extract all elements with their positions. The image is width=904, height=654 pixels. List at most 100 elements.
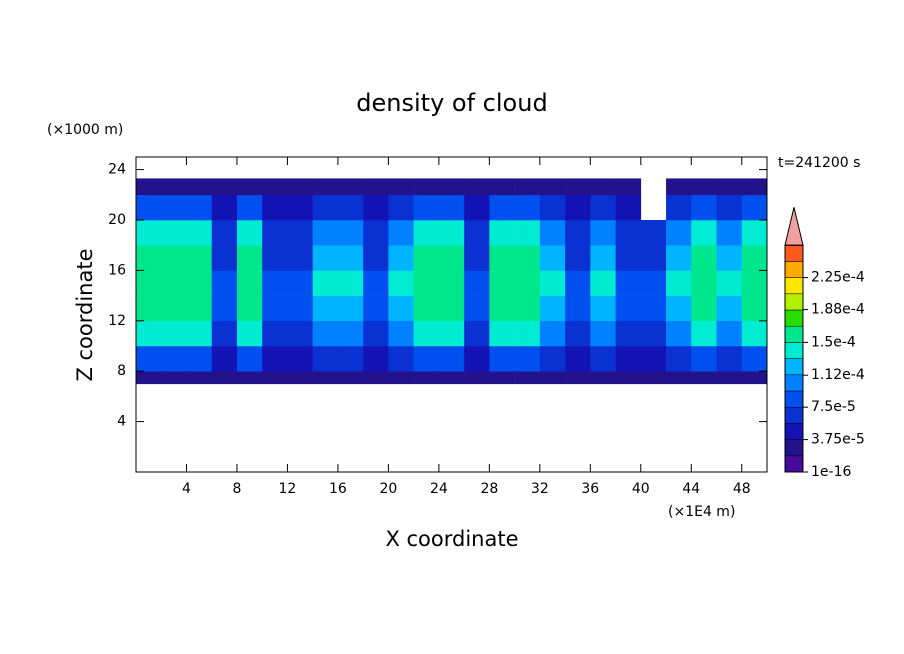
heatmap-cell [716, 194, 743, 221]
colorbar-tick-label: 3.75e-5 [811, 432, 865, 448]
heatmap-cell [640, 270, 667, 296]
heatmap-cell [539, 194, 566, 221]
heatmap-cell [666, 178, 692, 196]
heatmap-cell [161, 178, 187, 196]
x-tick-label: 20 [379, 481, 397, 497]
heatmap-cell [211, 371, 238, 385]
heatmap-cell [287, 320, 313, 347]
colorbar-segment [784, 293, 804, 311]
x-tick-label: 24 [430, 481, 448, 497]
x-tick-label: 40 [632, 481, 650, 497]
heatmap-cell [262, 346, 288, 372]
heatmap-cell [565, 220, 591, 246]
y-tick-label: 24 [108, 162, 126, 178]
heatmap-cell [388, 295, 414, 322]
x-tick-label: 4 [182, 481, 191, 497]
heatmap-cell [489, 178, 515, 196]
heatmap-cell [287, 220, 313, 246]
heatmap-cell [236, 346, 263, 372]
heatmap-cell [136, 295, 162, 322]
heatmap-cell [640, 245, 667, 271]
colorbar-segment [784, 277, 804, 295]
heatmap-cell [388, 245, 414, 271]
heatmap-cell [640, 371, 667, 385]
heatmap-cell [211, 346, 238, 372]
heatmap-cell [590, 346, 616, 372]
heatmap-cell [716, 346, 743, 372]
heatmap-cell [464, 320, 490, 347]
heatmap-cell [691, 270, 717, 296]
chart-title: density of cloud [356, 89, 547, 117]
heatmap-cell [666, 295, 692, 322]
heatmap-cell [489, 220, 515, 246]
heatmap-cell [388, 194, 414, 221]
heatmap-cell [716, 371, 743, 385]
heatmap-cell [413, 220, 440, 246]
heatmap-cell [413, 194, 440, 221]
heatmap-cell [186, 194, 213, 221]
heatmap-cell [236, 270, 263, 296]
heatmap-cell [741, 295, 768, 322]
heatmap-cell [312, 346, 339, 372]
heatmap-cell [337, 194, 364, 221]
heatmap-cell [666, 270, 692, 296]
heatmap-cell [161, 220, 187, 246]
heatmap-cell [287, 270, 313, 296]
heatmap-cell [741, 220, 768, 246]
heatmap-cell [666, 346, 692, 372]
heatmap-cell [236, 320, 263, 347]
heatmap-cell [565, 245, 591, 271]
heatmap-cell [161, 346, 187, 372]
heatmap-cell [211, 245, 238, 271]
heatmap-cell [236, 194, 263, 221]
heatmap-cell [262, 245, 288, 271]
heatmap-cell [666, 320, 692, 347]
heatmap-cell [615, 194, 642, 221]
heatmap-cell [741, 194, 768, 221]
x-tick-label: 44 [682, 481, 700, 497]
heatmap-cell [262, 220, 288, 246]
heatmap-cell [464, 178, 490, 196]
colorbar-segment [784, 455, 804, 473]
heatmap-cell [312, 295, 339, 322]
heatmap-cell [691, 320, 717, 347]
heatmap-cell [514, 220, 541, 246]
colorbar-tick-label: 7.5e-5 [811, 399, 856, 415]
heatmap-cell [590, 245, 616, 271]
heatmap-cell [438, 295, 465, 322]
heatmap-cell [236, 245, 263, 271]
heatmap-cell [337, 320, 364, 347]
heatmap-cell [514, 320, 541, 347]
colorbar-segment [784, 439, 804, 457]
heatmap-cell [262, 295, 288, 322]
heatmap-cell [438, 194, 465, 221]
colorbar-segment [784, 261, 804, 278]
colorbar-extend [784, 207, 804, 246]
heatmap-cell [489, 320, 515, 347]
heatmap-cell [590, 270, 616, 296]
heatmap-cell [565, 320, 591, 347]
heatmap-cell [590, 320, 616, 347]
y-tick-label: 4 [117, 414, 126, 430]
heatmap-cell [514, 371, 541, 385]
heatmap-cell [741, 270, 768, 296]
heatmap-cell [489, 371, 515, 385]
heatmap-cell [464, 295, 490, 322]
heatmap-cell [262, 194, 288, 221]
heatmap-cell [136, 346, 162, 372]
heatmap-cell [211, 270, 238, 296]
heatmap-cell [489, 270, 515, 296]
heatmap-cell [236, 295, 263, 322]
heatmap-cell [262, 320, 288, 347]
heatmap-cell [287, 178, 313, 196]
heatmap-cell [388, 371, 414, 385]
heatmap-cell [666, 194, 692, 221]
heatmap-cell [539, 245, 566, 271]
heatmap-cell [161, 371, 187, 385]
heatmap-cell [565, 371, 591, 385]
heatmap-cell [590, 295, 616, 322]
x-tick-label: 48 [733, 481, 751, 497]
heatmap-cell [236, 220, 263, 246]
heatmap-cell [464, 220, 490, 246]
heatmap-cell [741, 245, 768, 271]
